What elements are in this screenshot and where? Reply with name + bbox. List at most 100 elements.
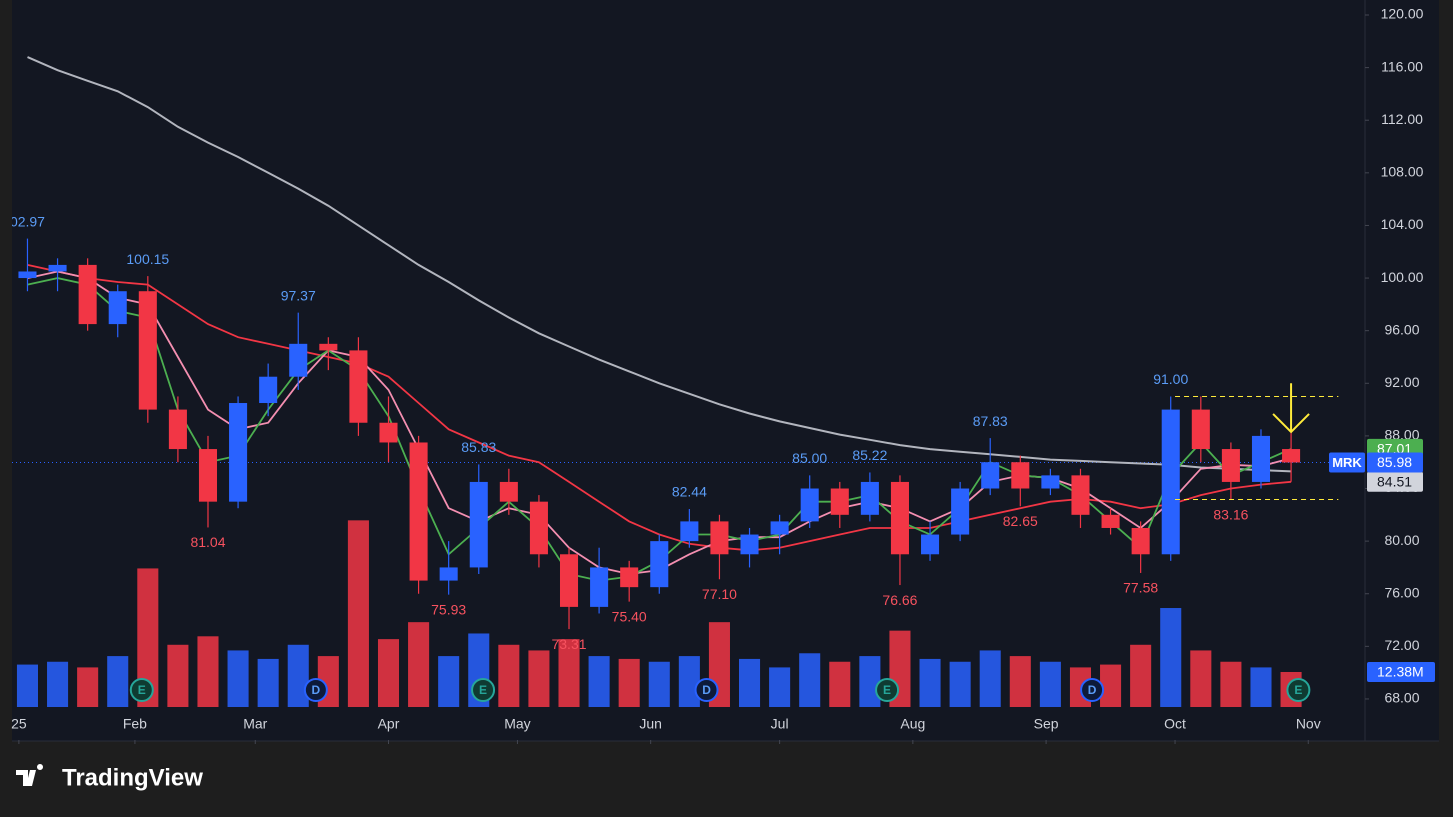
volume-bar <box>528 650 550 707</box>
volume-bar <box>739 658 761 707</box>
volume-bar <box>1100 664 1122 707</box>
volume-bar <box>648 661 670 707</box>
candle-body <box>590 567 609 607</box>
candle-body <box>921 534 940 555</box>
candle-body <box>1191 409 1210 450</box>
hi-lo-label: 77.10 <box>702 586 737 602</box>
candle-body <box>138 291 157 410</box>
hi-lo-label: 85.22 <box>852 447 887 463</box>
hi-lo-label: 82.65 <box>1003 513 1038 529</box>
chart-area <box>12 0 1439 741</box>
x-tick-label: Mar <box>243 716 267 732</box>
hi-lo-label: 91.00 <box>1153 371 1188 387</box>
candle-body <box>1282 449 1301 463</box>
candle-body <box>409 442 428 581</box>
candle-body <box>860 481 879 515</box>
volume-bar <box>77 667 99 707</box>
candle-body <box>1011 462 1030 489</box>
event-label: E <box>138 683 146 697</box>
candle-body <box>830 488 849 515</box>
candle-body <box>168 409 187 450</box>
candle-body <box>740 534 759 555</box>
event-marker <box>694 678 719 702</box>
candle-body <box>48 264 67 272</box>
volume-bar <box>197 636 219 707</box>
candle-body <box>981 462 1000 489</box>
hi-lo-label: 97.37 <box>281 287 316 303</box>
volume-bar <box>408 622 430 707</box>
x-tick-label: 25 <box>11 716 27 732</box>
y-tick-label: 96.00 <box>1384 321 1419 337</box>
candle-body <box>1131 527 1150 555</box>
candle-body <box>680 521 699 542</box>
volume-bar <box>1250 667 1272 707</box>
volume-bar <box>47 661 69 707</box>
candle-body <box>439 567 458 581</box>
volume-bar <box>1039 661 1061 707</box>
volume-bar <box>558 639 580 707</box>
y-tick-label: 72.00 <box>1384 637 1419 653</box>
volume-bar <box>1130 644 1152 707</box>
hi-lo-label: 87.83 <box>973 413 1008 429</box>
event-label: E <box>1294 683 1302 697</box>
candle-body <box>499 481 518 502</box>
volume-bar <box>1160 608 1182 707</box>
candle-body <box>259 376 278 404</box>
plot: 02.97 100.15 97.37 81.04 85.83 75.93 73.31 75.4… <box>12 56 1365 707</box>
y-tick-label: 100.00 <box>1381 269 1424 285</box>
y-tick-label: 120.00 <box>1381 6 1424 22</box>
volume-bar <box>287 644 309 707</box>
price-tag-label: 85.98 <box>1377 454 1412 470</box>
volume-bar <box>137 568 159 707</box>
event-marker <box>471 678 496 702</box>
candle-body <box>1101 514 1120 528</box>
candle-body <box>469 481 488 568</box>
volume-tag-label: 12.38M <box>1377 664 1424 680</box>
candle-body <box>1221 449 1240 482</box>
event-marker <box>303 678 328 702</box>
candle-body <box>108 291 127 325</box>
x-tick-label: Nov <box>1296 716 1321 732</box>
logo-icon <box>16 764 44 786</box>
arrow <box>1272 383 1310 434</box>
event-marker <box>875 678 900 702</box>
volume-bar <box>678 656 700 707</box>
candle-body <box>951 488 970 535</box>
event-label: D <box>702 683 711 697</box>
event-marker <box>1080 678 1105 702</box>
hi-lo-label: 82.44 <box>672 484 707 500</box>
x-tick-label: Sep <box>1034 716 1059 732</box>
volume-bar <box>1220 661 1242 707</box>
moving-average <box>27 56 1292 473</box>
symbol-tag <box>1329 452 1365 473</box>
price-tag <box>1367 452 1423 473</box>
logo: TradingView <box>16 764 203 791</box>
candle-body <box>650 541 669 588</box>
hi-lo-label: 85.00 <box>792 450 827 466</box>
volume-bar <box>979 650 1001 707</box>
event-marker <box>129 678 154 702</box>
y-tick-label: 88.00 <box>1384 427 1419 443</box>
x-tick-label: Feb <box>123 716 147 732</box>
candle-body <box>620 567 639 588</box>
hi-lo-label: 85.83 <box>461 439 496 455</box>
candle-body <box>18 271 37 279</box>
y-tick-label: 76.00 <box>1384 584 1419 600</box>
volume-bar <box>377 639 400 707</box>
event-label: E <box>479 683 487 697</box>
hi-lo-label: 100.15 <box>126 251 169 267</box>
volume-bar <box>167 644 189 707</box>
hi-lo-label: 75.40 <box>612 608 647 624</box>
x-tick-label: Aug <box>900 716 925 732</box>
hi-lo-label: 81.04 <box>190 534 225 550</box>
brand: TradingView <box>62 764 203 791</box>
hi-lo-label: 77.58 <box>1123 580 1158 596</box>
volume-bar <box>769 667 791 707</box>
candle-body <box>890 481 909 555</box>
volume-bar <box>347 520 369 707</box>
hi-lo-label: 76.66 <box>882 592 917 608</box>
volume-bar <box>107 656 129 707</box>
volume-bar <box>257 658 279 707</box>
